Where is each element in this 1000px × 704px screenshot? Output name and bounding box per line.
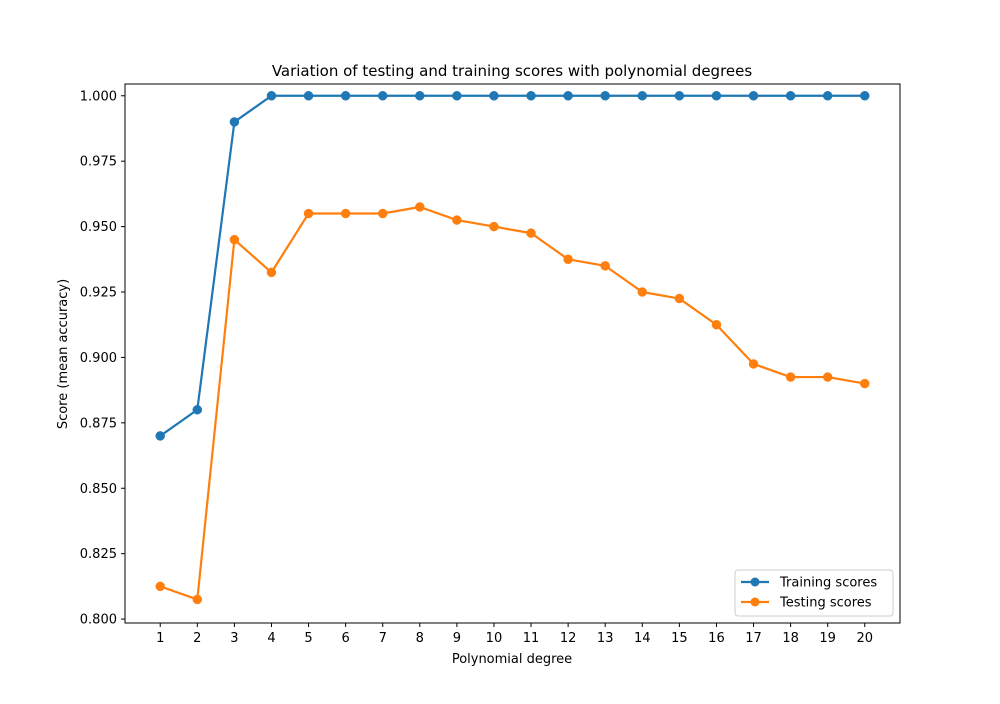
- data-point-series-1: [674, 91, 685, 101]
- y-tick-label: 0.975: [80, 155, 117, 170]
- legend-marker-1: [750, 577, 760, 587]
- chart-title: Variation of testing and training scores…: [272, 62, 753, 80]
- y-tick-label: 1.000: [80, 89, 117, 104]
- data-point-series-2: [452, 215, 462, 225]
- data-point-series-1: [563, 91, 573, 101]
- data-point-series-2: [340, 208, 351, 219]
- data-point-series-1: [637, 91, 648, 101]
- data-point-series-1: [452, 91, 462, 101]
- y-tick-label: 0.800: [80, 613, 117, 628]
- data-point-series-2: [489, 221, 499, 232]
- x-tick-label: 1: [156, 631, 164, 646]
- x-axis-label: Polynomial degree: [452, 652, 572, 667]
- x-tick-label: 17: [745, 631, 762, 646]
- x-tick-label: 7: [379, 631, 387, 646]
- x-tick-label: 10: [486, 631, 503, 646]
- y-axis-label: Score (mean accuracy): [56, 279, 71, 429]
- x-tick-label: 3: [230, 631, 238, 646]
- data-point-series-1: [266, 91, 277, 101]
- plot-area: 1 2 3 4 5 6 7 8 9 10 11 12 13 14 15 16 17 18 19 200.8000.82…: [80, 83, 901, 646]
- x-tick-label: 6: [341, 631, 349, 646]
- x-tick-label: 8: [416, 631, 424, 646]
- y-tick-label: 0.925: [80, 286, 117, 301]
- data-point-series-2: [192, 594, 203, 605]
- data-point-series-1: [860, 91, 870, 101]
- data-point-series-2: [155, 581, 165, 592]
- data-point-series-1: [600, 91, 610, 101]
- data-point-series-2: [748, 359, 759, 369]
- legend-box: [734, 569, 894, 617]
- data-point-series-2: [822, 372, 833, 382]
- data-point-series-2: [563, 254, 573, 265]
- y-tick-label: 0.825: [80, 547, 117, 562]
- data-point-series-2: [415, 202, 425, 212]
- data-point-series-2: [674, 293, 685, 304]
- x-tick-label: 20: [856, 631, 873, 646]
- data-point-series-1: [526, 91, 536, 101]
- legend-marker-2: [750, 597, 760, 607]
- data-point-series-2: [303, 208, 314, 219]
- series-line-1: [159, 94, 866, 438]
- data-point-series-2: [637, 287, 648, 297]
- data-point-series-1: [415, 91, 425, 101]
- x-tick-label: 16: [708, 631, 725, 646]
- data-point-series-2: [600, 261, 610, 271]
- data-point-series-1: [785, 91, 796, 101]
- data-point-series-1: [192, 405, 203, 415]
- x-tick-label: 14: [634, 631, 651, 646]
- x-tick-label: 9: [453, 631, 461, 646]
- y-tick-label: 0.875: [80, 416, 117, 431]
- data-point-series-1: [155, 431, 165, 441]
- x-tick-label: 11: [523, 631, 540, 646]
- y-tick-label: 0.850: [80, 482, 117, 497]
- y-tick-label: 0.900: [80, 351, 117, 366]
- data-point-series-1: [711, 91, 722, 101]
- x-tick-label: 12: [560, 631, 577, 646]
- data-point-series-2: [711, 319, 722, 330]
- y-tick-label: 0.950: [80, 220, 117, 235]
- data-point-series-2: [266, 267, 277, 278]
- data-point-series-1: [340, 91, 351, 101]
- data-point-series-1: [822, 91, 833, 101]
- data-point-series-2: [526, 228, 536, 238]
- legend: Training scores Testing scores: [734, 569, 894, 617]
- plot-frame: [124, 83, 901, 624]
- x-tick-label: 5: [304, 631, 312, 646]
- data-point-series-1: [377, 91, 388, 101]
- data-point-series-1: [303, 91, 314, 101]
- data-point-series-2: [785, 372, 796, 382]
- series-line-2: [159, 205, 866, 601]
- data-point-series-2: [229, 234, 240, 245]
- x-tick-label: 2: [193, 631, 201, 646]
- legend-label-2: Testing scores: [779, 596, 872, 611]
- x-tick-label: 13: [597, 631, 614, 646]
- data-point-series-2: [377, 208, 388, 219]
- x-tick-label: 19: [819, 631, 836, 646]
- data-point-series-2: [860, 378, 870, 389]
- data-point-series-1: [748, 91, 759, 101]
- data-point-series-1: [489, 91, 499, 101]
- x-tick-label: 18: [782, 631, 799, 646]
- legend-label-1: Training scores: [779, 576, 877, 591]
- data-point-series-1: [229, 117, 240, 127]
- x-tick-label: 15: [671, 631, 688, 646]
- x-tick-label: 4: [267, 631, 275, 646]
